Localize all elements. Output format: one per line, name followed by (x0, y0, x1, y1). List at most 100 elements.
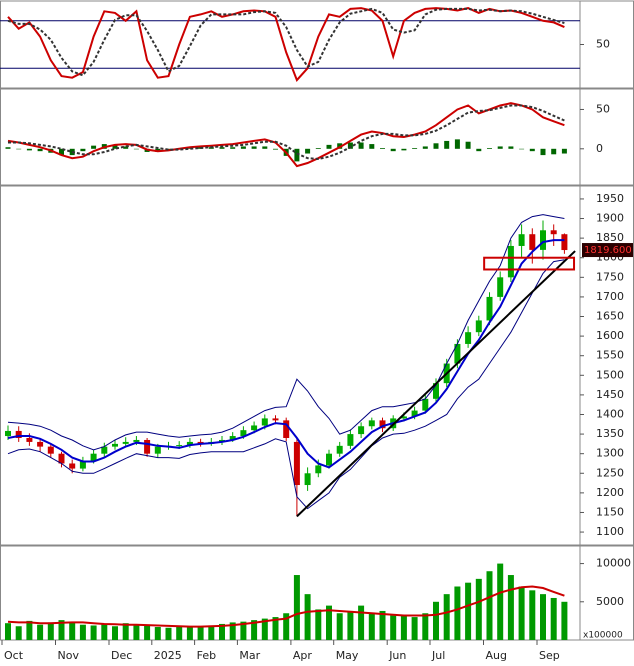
y-tick-label: 5000 (596, 595, 624, 608)
y-tick-label: 1400 (596, 407, 624, 420)
bar (165, 627, 172, 640)
bar (79, 624, 86, 640)
bar (283, 613, 290, 640)
candle-body (400, 416, 407, 419)
bar (390, 615, 397, 640)
bar (380, 148, 385, 149)
bar (37, 148, 43, 152)
bar (112, 626, 118, 640)
candle-body (315, 465, 322, 474)
band-line (7, 259, 565, 510)
bar (272, 617, 279, 640)
bar (208, 625, 215, 640)
x-tick-label: Feb (197, 649, 216, 662)
bar (26, 620, 33, 640)
bar (166, 148, 171, 150)
bar (91, 145, 97, 149)
bar (229, 622, 236, 640)
candle-body (486, 296, 493, 321)
series-line (8, 104, 565, 161)
bar (112, 144, 118, 149)
bar (497, 563, 504, 640)
x-tick-label: Jul (431, 649, 445, 662)
candle-body (411, 410, 418, 417)
candle-body (550, 230, 557, 235)
bar (144, 625, 151, 640)
band-line (7, 214, 565, 451)
candle-body (5, 430, 11, 437)
y-tick-label: 10000 (596, 557, 631, 570)
bar (133, 624, 140, 640)
bar (59, 148, 64, 156)
candle-body (26, 438, 33, 442)
y-tick-label: 1450 (596, 388, 624, 401)
y-tick-label: 50 (596, 38, 610, 51)
bar (197, 626, 204, 640)
series-line (7, 102, 565, 168)
y-tick-label: 1950 (596, 192, 624, 205)
bar (347, 610, 354, 640)
bar (400, 614, 407, 640)
candle-body (154, 446, 161, 454)
bar (133, 148, 139, 150)
bar (315, 148, 321, 149)
candle-body (47, 446, 54, 454)
panel-frame (0, 185, 634, 546)
candle-body (90, 453, 97, 461)
bar (37, 624, 44, 640)
bar (401, 148, 407, 151)
bar (304, 594, 311, 640)
bar (326, 605, 332, 640)
bar (368, 612, 375, 640)
candle-body (347, 434, 354, 446)
candle-body (122, 441, 129, 444)
candle-body (144, 439, 151, 454)
x-tick-label: Nov (58, 649, 80, 662)
candle-body (251, 425, 258, 431)
candle-body (15, 430, 22, 439)
bar (507, 575, 514, 640)
bar (219, 147, 225, 149)
bar (58, 620, 65, 640)
candle-body (58, 453, 65, 464)
candle-body (272, 418, 279, 421)
bar (176, 626, 183, 640)
bar (262, 146, 268, 149)
bar (465, 582, 472, 640)
bar (5, 147, 11, 149)
x-tick-label: Oct (4, 649, 24, 662)
bar (475, 578, 482, 640)
candle-body (112, 443, 118, 447)
bar (358, 605, 365, 640)
bar (251, 146, 257, 149)
bar (219, 623, 225, 640)
bar (540, 148, 546, 156)
resistance-zone (483, 256, 576, 271)
y-tick-label: 1600 (596, 329, 624, 342)
bar (154, 627, 161, 640)
candle-body (304, 473, 311, 486)
candle-body (518, 234, 525, 246)
candle-body (379, 420, 386, 429)
bar (15, 626, 22, 640)
candle-body (475, 320, 482, 333)
x-tick-label: May (336, 649, 359, 662)
candle-body (422, 398, 429, 411)
bar (454, 139, 460, 149)
unit-label: x100000 (583, 631, 623, 641)
series-line (7, 7, 565, 82)
y-tick-label: 50 (596, 102, 610, 115)
bar (529, 148, 535, 152)
candle-body (79, 460, 86, 469)
price-tag (582, 243, 633, 258)
candle-body (529, 234, 536, 250)
candle-body (101, 446, 108, 454)
y-tick-label: 1900 (596, 212, 624, 225)
bar (487, 148, 492, 149)
bar (497, 146, 503, 149)
bar (433, 143, 439, 149)
candle-body (561, 234, 568, 251)
panel-frame (0, 88, 634, 186)
y-tick-label: 1500 (596, 368, 624, 381)
